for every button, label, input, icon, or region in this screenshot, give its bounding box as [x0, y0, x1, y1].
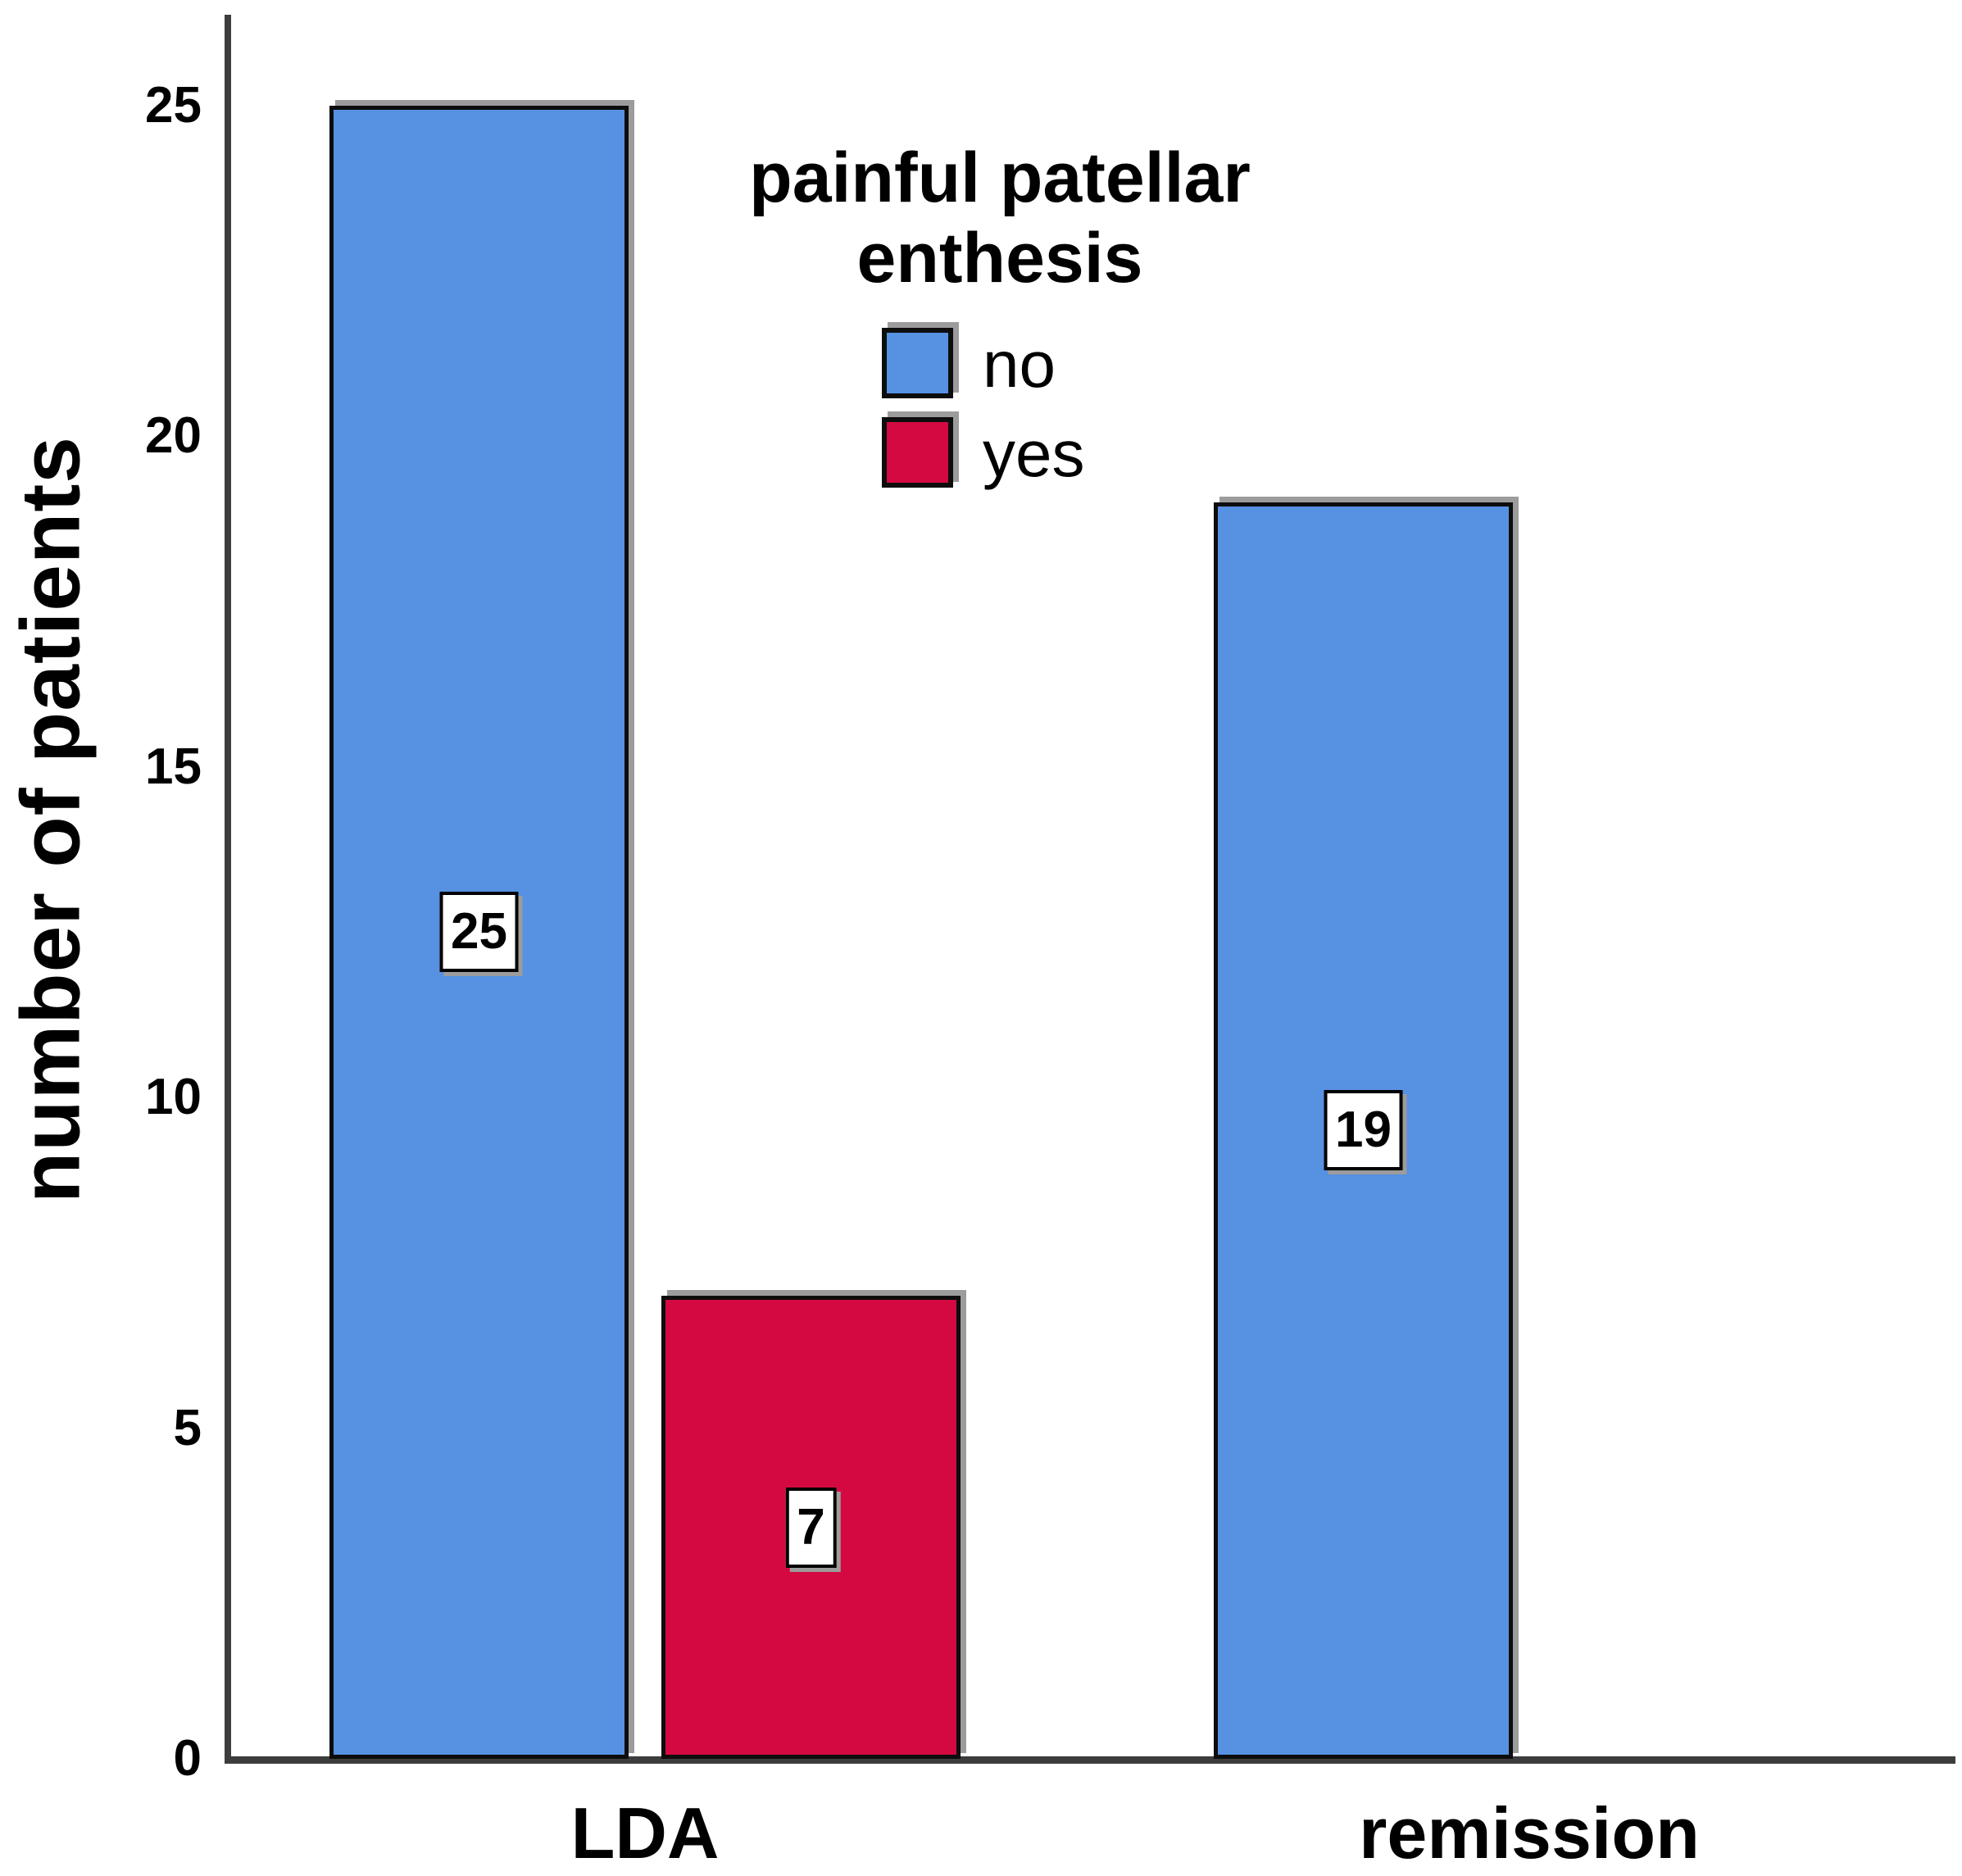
legend: painful patellar enthesis no yes — [721, 138, 1278, 506]
bar-value-label: 19 — [1324, 1090, 1403, 1171]
x-category-label-remission: remission — [1359, 1792, 1700, 1874]
legend-swatch-no — [882, 328, 953, 398]
legend-title-line1: painful patellar — [749, 139, 1251, 217]
legend-title: painful patellar enthesis — [721, 138, 1278, 298]
bar-value-label: 7 — [785, 1487, 837, 1568]
x-category-label-LDA: LDA — [570, 1792, 720, 1874]
x-axis-line — [225, 1756, 1955, 1764]
bar-value-label: 25 — [439, 892, 519, 973]
y-axis-line — [225, 15, 231, 1763]
legend-swatch-yes — [882, 417, 953, 488]
legend-items: no yes — [882, 328, 1278, 488]
y-tick-label: 20 — [145, 407, 202, 464]
y-tick-label: 5 — [173, 1399, 202, 1456]
legend-label: yes — [983, 417, 1085, 490]
y-tick-label: 25 — [145, 76, 202, 134]
y-tick-label: 0 — [173, 1730, 202, 1787]
legend-label: no — [983, 328, 1056, 401]
legend-item-no: no — [882, 328, 1278, 398]
y-tick-label: 15 — [145, 738, 202, 795]
legend-title-line2: enthesis — [856, 219, 1143, 298]
legend-item-yes: yes — [882, 417, 1278, 488]
y-tick-label: 10 — [145, 1069, 202, 1125]
